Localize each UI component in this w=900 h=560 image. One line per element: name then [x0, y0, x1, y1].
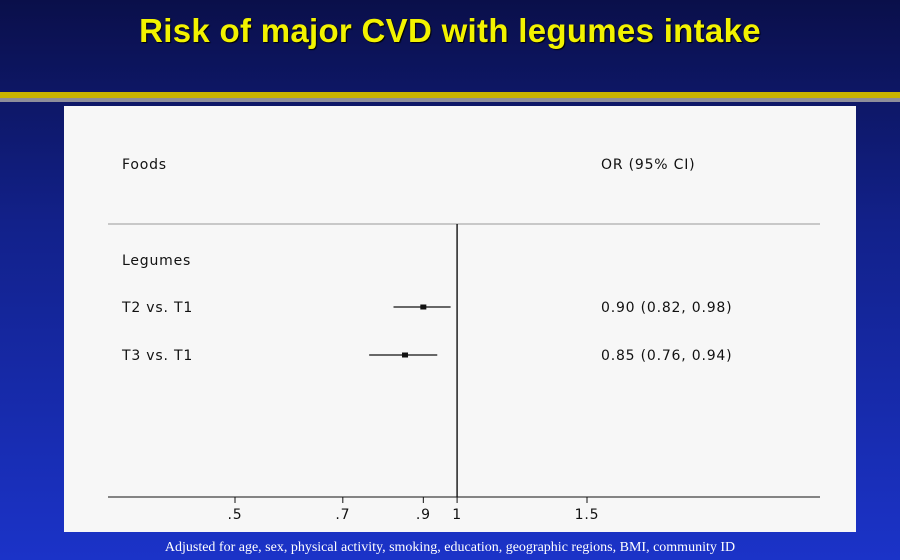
or-ci-value: 0.85 (0.76, 0.94)	[601, 348, 732, 364]
slide-title: Risk of major CVD with legumes intake	[139, 12, 761, 49]
or-point-marker	[402, 352, 409, 358]
row-label: T3 vs. T1	[121, 348, 193, 364]
group-label-legumes: Legumes	[122, 253, 191, 269]
column-header-or: OR (95% CI)	[601, 157, 695, 173]
x-tick-label: 1	[452, 507, 462, 523]
x-tick-label: 1.5	[575, 507, 600, 523]
row-label: T2 vs. T1	[121, 300, 193, 316]
or-point-marker	[420, 304, 427, 310]
x-tick-label: .5	[228, 507, 243, 523]
forest-plot-panel: Foods OR (95% CI) Legumes T2 vs. T1 0.90 …	[64, 106, 856, 532]
title-divider	[0, 92, 900, 98]
or-ci-value: 0.90 (0.82, 0.98)	[601, 300, 732, 316]
x-tick-label: .7	[335, 507, 350, 523]
forest-plot: Foods OR (95% CI) Legumes T2 vs. T1 0.90 …	[108, 157, 820, 523]
footnote: Adjusted for age, sex, physical activity…	[164, 540, 736, 555]
title-divider-shadow	[0, 98, 900, 102]
x-tick-label: .9	[416, 507, 431, 523]
column-header-foods: Foods	[122, 157, 167, 173]
